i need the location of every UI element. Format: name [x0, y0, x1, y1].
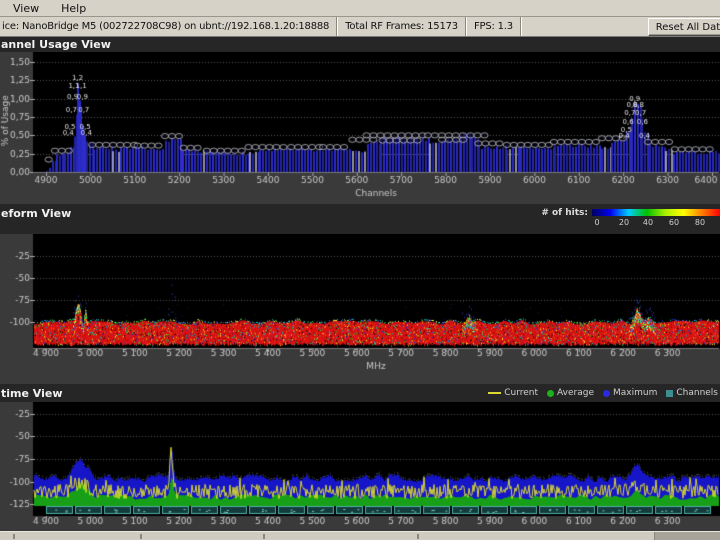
realtime-panel-header: time View Current Average Maximum Channe…	[0, 384, 720, 402]
horizontal-scrollbar[interactable]	[0, 531, 720, 540]
channels-square-swatch	[666, 390, 673, 397]
legend-current-label: Current	[504, 388, 538, 398]
status-rf-frames: Total RF Frames: 15173	[337, 17, 466, 36]
channel-usage-panel-header: annel Usage View	[0, 37, 720, 52]
hits-tick: 0	[594, 218, 599, 227]
hits-legend: # of hits: 0 20 40 60 80	[541, 209, 720, 231]
hits-gradient-bar	[592, 209, 720, 216]
hits-tick: 20	[619, 218, 629, 227]
legend-maximum: Maximum	[603, 388, 657, 398]
scrollbar-tick	[263, 534, 265, 539]
hits-tick: 60	[669, 218, 679, 227]
hits-ticks: 0 20 40 60 80	[592, 218, 720, 229]
status-bar: ice: NanoBridge M5 (002722708C98) on ubn…	[0, 17, 720, 37]
waveform-title: eform View	[1, 207, 71, 220]
menu-view[interactable]: View	[10, 2, 42, 15]
maximum-dot-swatch	[603, 390, 610, 397]
realtime-title: time View	[1, 387, 63, 400]
current-line-swatch	[488, 392, 501, 394]
waveform-chart	[0, 234, 720, 380]
hits-legend-label: # of hits:	[541, 209, 588, 217]
status-device: ice: NanoBridge M5 (002722708C98) on ubn…	[0, 17, 337, 36]
legend-average-label: Average	[557, 388, 594, 398]
menu-help[interactable]: Help	[58, 2, 89, 15]
scrollbar-handle[interactable]	[654, 532, 720, 540]
scrollbar-tick	[417, 534, 419, 539]
channel-usage-title: annel Usage View	[1, 38, 111, 51]
legend-average: Average	[547, 388, 594, 398]
average-dot-swatch	[547, 390, 554, 397]
status-spacer	[521, 17, 648, 36]
reset-all-data-button[interactable]: Reset All Data	[648, 18, 720, 36]
legend-channels-label: Channels	[676, 388, 718, 398]
channel-usage-chart	[0, 52, 720, 202]
realtime-chart	[0, 402, 720, 531]
realtime-legend: Current Average Maximum Channels	[488, 388, 718, 398]
scrollbar-tick	[13, 534, 15, 539]
menu-bar: View Help	[0, 0, 720, 17]
scrollbar-tick	[140, 534, 142, 539]
hits-tick: 80	[695, 218, 705, 227]
status-fps: FPS: 1.3	[466, 17, 521, 36]
legend-maximum-label: Maximum	[613, 388, 657, 398]
legend-channels: Channels	[666, 388, 718, 398]
legend-current: Current	[488, 388, 538, 398]
airview-window: { "window": { "menu_items": ["View", "He…	[0, 0, 720, 540]
waveform-panel-header: eform View # of hits: 0 20 40 60 80	[0, 204, 720, 234]
hits-tick: 40	[643, 218, 653, 227]
